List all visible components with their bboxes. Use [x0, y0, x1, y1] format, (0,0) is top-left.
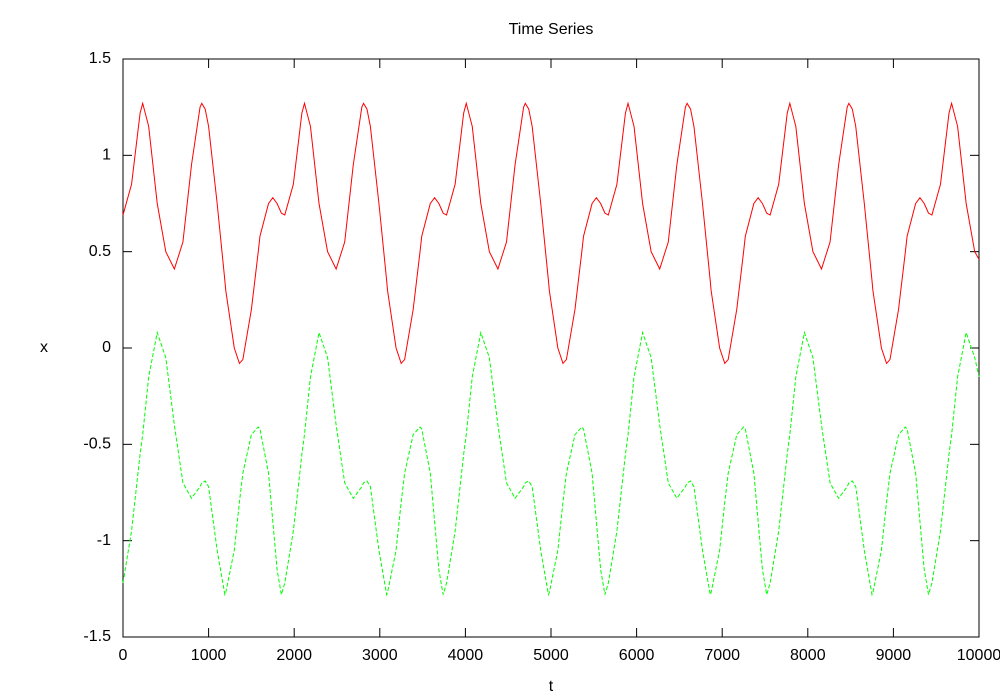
y-tick-label: 1.5 — [89, 50, 111, 67]
series-line — [122, 330, 980, 597]
x-tick-label: 8000 — [790, 647, 826, 664]
chart-title: Time Series — [509, 21, 594, 38]
x-tick-label: 6000 — [619, 647, 655, 664]
y-tick-label: -0.5 — [83, 436, 111, 453]
x-tick-label: 7000 — [704, 647, 740, 664]
y-axis-label: x — [40, 339, 48, 356]
series-line — [122, 101, 980, 365]
x-tick-label: 0 — [119, 647, 128, 664]
y-tick-label: 0.5 — [89, 243, 111, 260]
y-tick-label: 1 — [102, 147, 111, 164]
x-tick-label: 10000 — [957, 647, 1000, 664]
x-tick-label: 4000 — [448, 647, 484, 664]
x-tick-label: 3000 — [362, 647, 398, 664]
y-tick-label: -1.5 — [83, 628, 111, 645]
y-tick-label: 0 — [102, 339, 111, 356]
x-tick-label: 5000 — [533, 647, 569, 664]
x-tick-label: 1000 — [191, 647, 227, 664]
x-tick-label: 2000 — [276, 647, 312, 664]
plot-frame — [122, 58, 980, 638]
x-tick-label: 9000 — [876, 647, 912, 664]
y-tick-label: -1 — [97, 532, 111, 549]
x-axis-label: t — [549, 678, 554, 695]
